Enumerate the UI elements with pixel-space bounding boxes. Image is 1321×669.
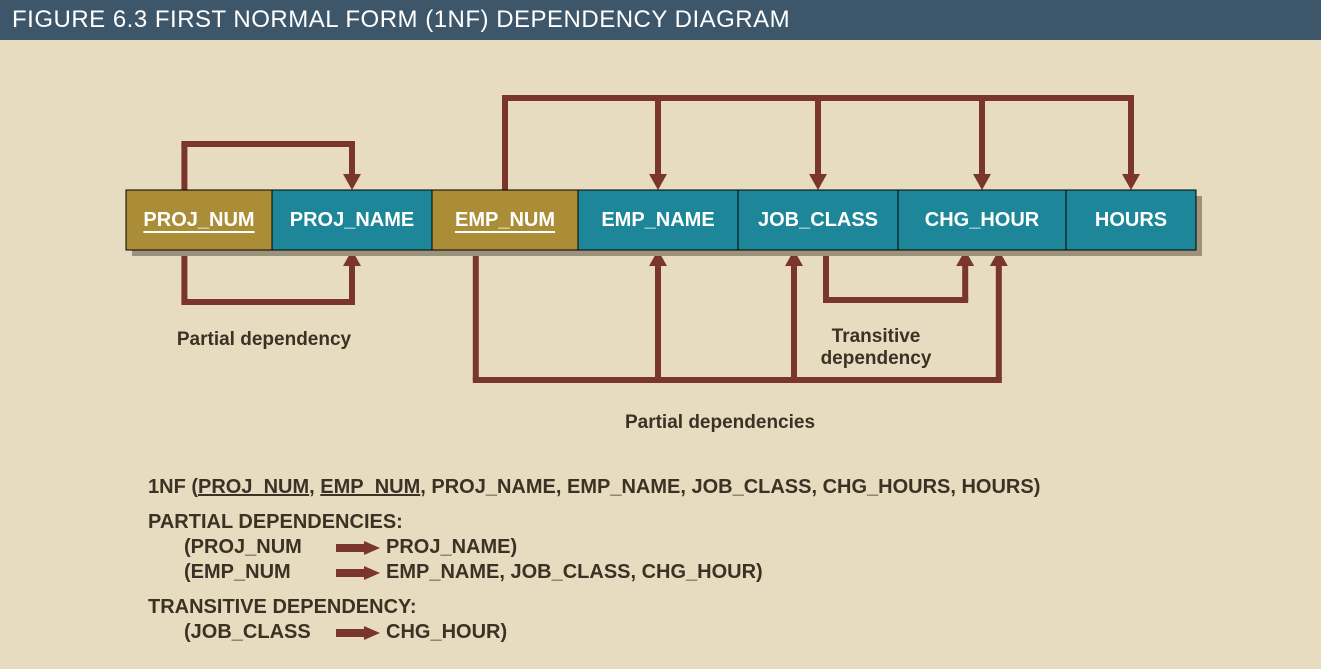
notes-block: 1NF (PROJ_NUM, EMP_NUM, PROJ_NAME, EMP_N… <box>148 475 1040 645</box>
partial-header: PARTIAL DEPENDENCIES: <box>148 510 1040 535</box>
annotation-text: Partial dependencies <box>625 412 815 433</box>
partial-dep-line: (EMP_NUMEMP_NAME, JOB_CLASS, CHG_HOUR) <box>148 560 1040 585</box>
transitive-header: TRANSITIVE DEPENDENCY: <box>148 595 1040 620</box>
schema-line: 1NF (PROJ_NUM, EMP_NUM, PROJ_NAME, EMP_N… <box>148 475 1040 500</box>
attr-label-job_class: JOB_CLASS <box>758 209 878 231</box>
annotation-text: Transitive <box>832 326 921 347</box>
figure-root: FIGURE 6.3 FIRST NORMAL FORM (1NF) DEPEN… <box>0 0 1321 669</box>
implies-arrow-icon <box>336 540 380 556</box>
attr-label-chg_hour: CHG_HOUR <box>925 209 1040 231</box>
figure-title: FIGURE 6.3 FIRST NORMAL FORM (1NF) DEPEN… <box>0 0 1321 40</box>
attr-label-proj_num: PROJ_NUM <box>143 209 254 231</box>
attr-label-emp_name: EMP_NAME <box>601 209 714 231</box>
attr-label-hours: HOURS <box>1095 209 1167 231</box>
implies-arrow-icon <box>336 565 380 581</box>
box-layer: PROJ_NUM PROJ_NAME EMP_NUM EMP_NAME JOB_CLAS… <box>126 190 1202 256</box>
annotation-text: Partial dependency <box>177 329 352 350</box>
implies-arrow-icon <box>336 625 380 641</box>
attr-label-emp_num: EMP_NUM <box>455 209 555 231</box>
attr-label-proj_name: PROJ_NAME <box>290 209 414 231</box>
partial-dep-line: (PROJ_NUMPROJ_NAME) <box>148 535 1040 560</box>
transitive-dep-line: (JOB_CLASSCHG_HOUR) <box>148 620 1040 645</box>
annotation-text: dependency <box>821 348 932 369</box>
